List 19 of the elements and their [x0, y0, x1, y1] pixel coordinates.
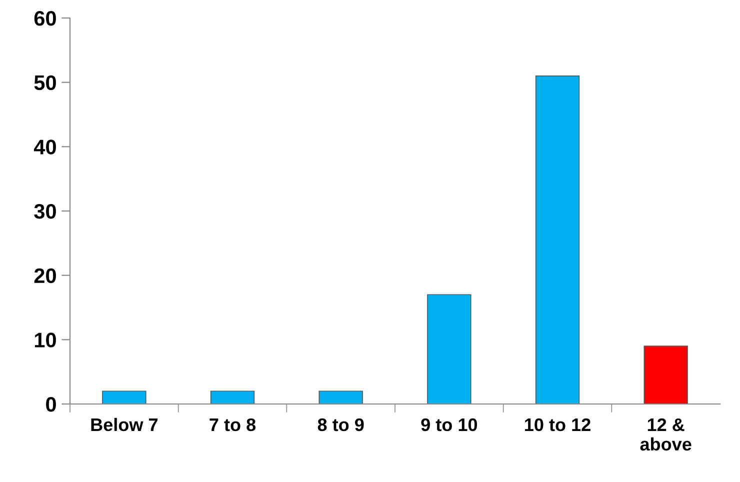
- y-tick-label: 0: [46, 397, 56, 412]
- y-tick-label: 40: [34, 140, 56, 154]
- y-tick-label: 50: [34, 75, 56, 90]
- y-tick-label: 60: [34, 11, 56, 26]
- x-tick-label: 7 to 8: [210, 418, 256, 432]
- y-tick-label: 20: [34, 268, 56, 284]
- x-tick-label: 9 to 10: [421, 418, 478, 432]
- bar: [210, 390, 255, 404]
- y-tick-label: 10: [34, 332, 56, 348]
- bar: [318, 390, 363, 404]
- bar: [535, 75, 580, 404]
- x-tick-label: 12 & above: [640, 418, 692, 451]
- bar: [644, 346, 688, 404]
- bar: [102, 390, 146, 404]
- y-tick-label: 30: [34, 204, 56, 219]
- x-tick-label: 8 to 9: [318, 418, 364, 432]
- bar: [427, 294, 472, 404]
- x-tick-label: Below 7: [91, 418, 158, 432]
- x-tick-label: 10 to 12: [525, 418, 590, 432]
